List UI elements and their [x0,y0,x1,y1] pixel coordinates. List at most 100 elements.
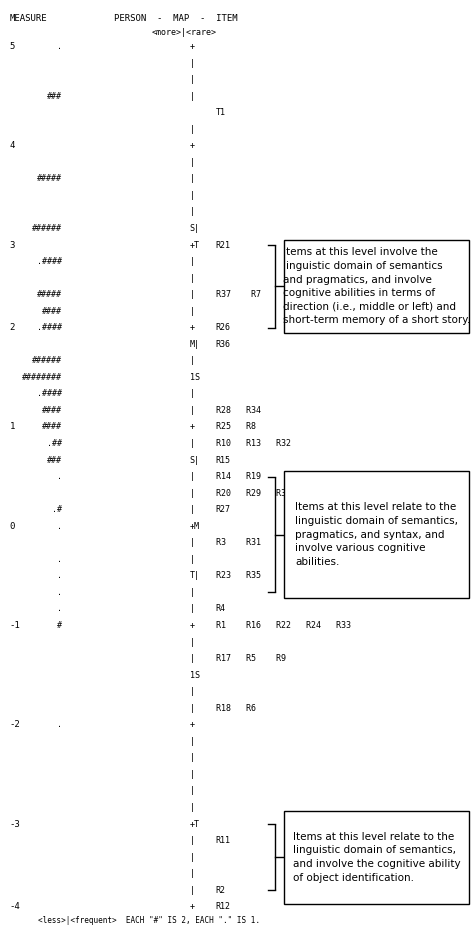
Text: +: + [190,42,195,51]
Text: .: . [56,472,62,481]
Text: |: | [190,92,195,100]
Text: S|: S| [190,456,200,465]
Text: |: | [190,604,195,614]
Text: |: | [190,406,195,415]
Text: |: | [190,439,195,448]
Text: R23   R35: R23 R35 [216,571,261,580]
Text: |: | [190,75,195,84]
Text: +: + [190,324,195,332]
Text: T1: T1 [216,108,226,117]
Text: M|: M| [190,339,200,349]
Text: #: # [56,621,62,630]
Text: .####: .#### [36,257,62,266]
Text: |: | [190,505,195,514]
Text: R18   R6: R18 R6 [216,704,255,712]
Text: R3    R31: R3 R31 [216,538,261,547]
Text: PERSON  -  MAP  -  ITEM: PERSON - MAP - ITEM [114,14,237,23]
Text: +T: +T [190,819,200,829]
Text: #####: ##### [36,174,62,183]
Text: ###: ### [46,456,62,465]
Text: |: | [190,885,195,895]
Text: |: | [190,555,195,564]
Text: 0: 0 [9,522,15,531]
Text: T|: T| [190,571,200,580]
Text: R36: R36 [216,339,231,349]
Text: S|: S| [190,224,200,233]
Text: |: | [190,59,195,68]
Text: R25   R8: R25 R8 [216,422,255,432]
Text: .: . [56,42,62,51]
Text: -4: -4 [9,902,20,911]
Text: R1    R16   R22   R24   R33: R1 R16 R22 R24 R33 [216,621,351,630]
Text: R4: R4 [216,604,226,614]
Text: R12: R12 [216,902,231,911]
Text: .####: .#### [36,390,62,398]
Text: ####: #### [42,406,62,415]
Text: .: . [56,522,62,531]
Text: |: | [190,853,195,861]
Text: R2: R2 [216,885,226,895]
Text: |: | [190,870,195,878]
Text: |: | [190,654,195,663]
Text: Items at this level relate to the
linguistic domain of semantics,
pragmatics, an: Items at this level relate to the lingui… [295,502,458,566]
Text: |: | [190,770,195,779]
Text: |: | [190,207,195,217]
Text: R11: R11 [216,836,231,845]
Text: ######: ###### [32,356,62,365]
Text: R10   R13   R32: R10 R13 R32 [216,439,291,448]
Text: 3: 3 [9,241,15,249]
Text: |: | [190,273,195,283]
Text: -2: -2 [9,720,20,729]
Text: -1: -1 [9,621,20,630]
Text: <more>|<rare>: <more>|<rare> [152,28,217,37]
Text: +: + [190,422,195,432]
Bar [284,471,469,598]
Text: |: | [190,704,195,712]
Text: .: . [56,720,62,729]
Text: 5: 5 [9,42,15,51]
Text: 1S: 1S [190,671,200,680]
Text: |: | [190,290,195,299]
Text: |: | [190,472,195,481]
Text: ######: ###### [32,224,62,233]
Text: 1S: 1S [190,373,200,382]
Text: |: | [190,803,195,812]
Text: Items at this level relate to the
linguistic domain of semantics,
and involve th: Items at this level relate to the lingui… [293,831,461,883]
Text: .: . [56,604,62,614]
Text: |: | [190,191,195,200]
Text: +: + [190,621,195,630]
Text: +: + [190,141,195,151]
Text: |: | [190,488,195,498]
Text: R37    R7: R37 R7 [216,290,261,299]
Text: R20   R29   R30: R20 R29 R30 [216,488,291,498]
Text: ###: ### [46,92,62,100]
Text: |: | [190,307,195,315]
Text: Items at this level involve the
linguistic domain of semantics
and pragmatics, a: Items at this level involve the linguist… [283,247,471,326]
Text: R27: R27 [216,505,231,514]
Text: .#: .# [52,505,62,514]
Text: |: | [190,390,195,398]
Text: +M: +M [190,522,200,531]
Text: .: . [56,588,62,597]
Text: |: | [190,588,195,597]
Text: 4: 4 [9,141,15,151]
Text: |: | [190,158,195,166]
Text: R21: R21 [216,241,231,249]
Text: .: . [56,555,62,564]
Text: #####: ##### [36,290,62,299]
Text: R17   R5    R9: R17 R5 R9 [216,654,286,663]
Text: |: | [190,753,195,763]
Text: |: | [190,257,195,266]
Text: R14   R19: R14 R19 [216,472,261,481]
Text: |: | [190,538,195,547]
Text: |: | [190,125,195,134]
Text: +: + [190,720,195,729]
Text: -3: -3 [9,819,20,829]
Text: ####: #### [42,307,62,315]
Text: MEASURE: MEASURE [9,14,47,23]
Text: 2: 2 [9,324,15,332]
Text: |: | [190,356,195,365]
Text: +T: +T [190,241,200,249]
Bar [284,240,469,333]
Text: ########: ######## [22,373,62,382]
